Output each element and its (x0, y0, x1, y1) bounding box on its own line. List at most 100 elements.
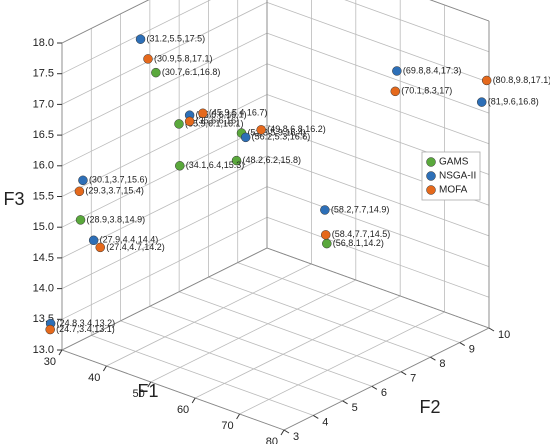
point (392, 66, 402, 76)
z-tick-label: 14.5 (33, 252, 54, 264)
grid-line (266, 186, 490, 267)
axis-edge (266, 247, 490, 329)
point (88, 235, 99, 246)
x-tick-label: 40 (88, 372, 100, 384)
tick-mark (191, 397, 196, 404)
grid-line (266, 63, 490, 145)
tick-mark (102, 365, 107, 372)
grid-line (61, 94, 268, 197)
tick-mark (236, 413, 241, 420)
tick-mark (280, 429, 285, 436)
point-label: (34.1,6.4,15.3) (186, 160, 245, 170)
grid-line (429, 0, 490, 22)
point (240, 132, 251, 143)
point (320, 205, 330, 215)
legend-marker (426, 171, 436, 181)
point (75, 215, 86, 225)
z-tick-label: 15.5 (33, 190, 54, 202)
point (175, 161, 185, 171)
grid-line (61, 0, 212, 75)
z-tick-label: 17.5 (33, 68, 54, 80)
x-tick-label: 70 (221, 420, 233, 432)
tick-mark (400, 371, 407, 376)
point (256, 125, 266, 135)
point (151, 67, 161, 78)
grid-line (149, 305, 372, 387)
grid-line (266, 32, 490, 114)
grid-line (150, 279, 356, 383)
point (320, 230, 331, 240)
grid-line (91, 335, 314, 416)
point (143, 54, 153, 64)
point-label: (51.3,5.9,16.4) (248, 127, 307, 137)
grid-line (61, 186, 268, 289)
tick-mark (58, 349, 63, 356)
point (390, 86, 401, 97)
y-tick-label: 9 (469, 343, 475, 355)
grid-line (106, 263, 312, 367)
point (74, 186, 85, 197)
tick-mark (342, 400, 348, 405)
axis-edge (429, 0, 490, 22)
point-label: (31.2,5.5,17.5) (147, 34, 206, 44)
y-tick-label: 5 (352, 402, 358, 414)
point (95, 242, 105, 253)
x-axis-label: F1 (137, 381, 158, 401)
tick-mark (459, 342, 465, 347)
grid-line (61, 216, 268, 320)
point-label: (30.1,3.7,15.6) (89, 175, 148, 185)
point (481, 75, 492, 86)
point-label: (30.7,6.1,16.8) (162, 67, 221, 77)
tick-mark (283, 429, 290, 434)
point (174, 119, 184, 129)
grid-line (344, 0, 490, 53)
point-label: (58.4,7.7,14.5) (332, 229, 391, 239)
point-label: (35,6.6,16.1) (196, 110, 247, 120)
point-label: (35,6.6,16) (196, 116, 240, 126)
point-label: (70.1,8.3,17) (401, 86, 452, 96)
grid-line (266, 155, 490, 237)
y-axis-label: F2 (419, 397, 440, 417)
z-tick-label: 15.0 (33, 221, 54, 233)
point (231, 155, 242, 166)
z-tick-label: 14.0 (33, 283, 54, 295)
point-label: (48.2,6.2,15.8) (243, 155, 302, 165)
point (78, 175, 88, 186)
grid-line (61, 63, 268, 167)
y-tick-label: 10 (498, 329, 510, 341)
point-label: (58.2,7.7,14.9) (331, 204, 390, 214)
y-tick-label: 4 (322, 416, 328, 428)
tick-mark (147, 381, 152, 388)
x-tick-label: 80 (266, 436, 278, 444)
y-tick-label: 8 (439, 358, 445, 370)
axis-edge (61, 247, 268, 351)
point-label: (56,8.1,14.2) (333, 238, 384, 248)
grid-line (266, 216, 490, 298)
tick-mark (371, 385, 378, 390)
point (198, 108, 208, 119)
x-tick-label: 50 (133, 388, 145, 400)
z-tick-label: 13.0 (33, 344, 54, 356)
legend-label: GAMS (439, 157, 469, 168)
point-label: (30.9,5.8,17.1) (154, 53, 213, 63)
legend-label: MOFA (439, 185, 468, 196)
point-label: (28.9,3.8,14.9) (87, 214, 146, 224)
point-label: (24.8,3.4,13.2) (57, 318, 116, 328)
point-label: (35.9,6.1,16.1) (185, 118, 244, 128)
grid-line (239, 311, 445, 415)
x-tick-label: 60 (177, 404, 189, 416)
y-tick-label: 6 (381, 387, 387, 399)
z-tick-label: 16.5 (33, 129, 54, 141)
point (184, 116, 195, 127)
z-axis-label: F3 (3, 189, 24, 209)
tick-mark (313, 414, 319, 419)
grid-line (61, 2, 268, 105)
y-tick-label: 3 (293, 431, 299, 443)
grid-line (120, 320, 343, 402)
x-tick-label: 30 (44, 356, 56, 368)
z-tick-label: 18.0 (33, 37, 54, 49)
legend-marker (426, 185, 436, 195)
point-label: (49.8,6.8,16.2) (267, 124, 326, 134)
y-tick-label: 7 (410, 373, 416, 385)
grid-line (195, 295, 401, 399)
